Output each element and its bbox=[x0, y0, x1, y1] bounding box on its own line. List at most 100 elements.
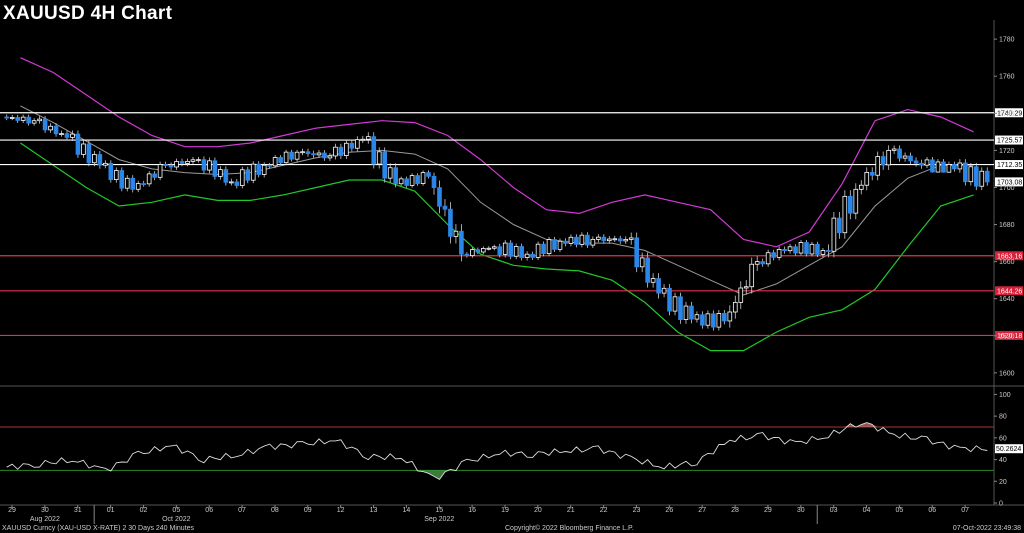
candle-body bbox=[809, 243, 815, 255]
candle-body bbox=[508, 242, 514, 257]
candle-body bbox=[289, 151, 294, 160]
date-tick-label: 04 bbox=[863, 507, 871, 514]
rsi-tick-label: 100 bbox=[999, 392, 1011, 399]
candle-body bbox=[754, 261, 760, 265]
candle-body bbox=[760, 261, 765, 265]
candle-body bbox=[382, 151, 388, 179]
candle-body bbox=[267, 164, 272, 167]
candle-body bbox=[86, 143, 92, 164]
candle-body bbox=[223, 169, 229, 183]
date-tick-label: 01 bbox=[107, 507, 115, 514]
candle-body bbox=[300, 151, 305, 154]
price-tick-label: 1680 bbox=[999, 222, 1015, 229]
candle-body bbox=[973, 166, 979, 187]
candle-body bbox=[163, 164, 168, 166]
candle-body bbox=[409, 175, 415, 186]
candle-body bbox=[656, 278, 661, 294]
rsi-layer: 50.2624 bbox=[0, 422, 1023, 480]
candle-body bbox=[442, 205, 448, 210]
date-tick-label: 12 bbox=[337, 507, 345, 514]
candle-body bbox=[645, 257, 650, 283]
candle-body bbox=[168, 164, 174, 168]
candle-body bbox=[596, 236, 601, 240]
candle-body bbox=[404, 178, 409, 186]
candle-body bbox=[678, 296, 683, 320]
candle-body bbox=[338, 146, 344, 156]
date-tick-label: 29 bbox=[8, 507, 16, 514]
candle-body bbox=[689, 305, 694, 320]
date-tick-label: 06 bbox=[928, 507, 936, 514]
rsi-last-label: 50.2624 bbox=[996, 446, 1021, 453]
candle-body bbox=[722, 313, 727, 322]
candle-body bbox=[502, 242, 508, 255]
candle-body bbox=[984, 170, 990, 183]
price-tick-label: 1640 bbox=[999, 296, 1015, 303]
grid-layer bbox=[0, 20, 1024, 506]
price-tick-label: 1660 bbox=[999, 259, 1015, 266]
candle-body bbox=[667, 287, 672, 312]
candle-body bbox=[201, 159, 207, 171]
candle-body bbox=[612, 238, 618, 241]
level-label-box bbox=[995, 330, 1023, 340]
candle-body bbox=[639, 257, 645, 268]
candle-body bbox=[968, 166, 974, 183]
price-tick-label: 1600 bbox=[999, 370, 1015, 377]
month-label: Sep 2022 bbox=[424, 516, 454, 523]
candle-body bbox=[787, 246, 793, 252]
candle-body bbox=[732, 301, 738, 313]
candle-body bbox=[360, 138, 366, 141]
candle-body bbox=[119, 170, 125, 189]
candle-body bbox=[804, 242, 809, 255]
date-tick-label: 06 bbox=[205, 507, 213, 514]
price-tick-label: 1780 bbox=[999, 37, 1015, 44]
candle-body bbox=[448, 208, 453, 237]
date-tick-label: 21 bbox=[567, 507, 575, 514]
candle-body bbox=[705, 313, 711, 326]
candle-body bbox=[212, 160, 218, 177]
candle-body bbox=[541, 243, 546, 255]
candle-body bbox=[376, 151, 382, 165]
candle-body bbox=[190, 159, 196, 162]
rsi-tick-label: 20 bbox=[999, 479, 1007, 486]
candle-body bbox=[924, 159, 930, 166]
date-tick-label: 09 bbox=[304, 507, 312, 514]
candle-body bbox=[470, 249, 475, 257]
candle-body bbox=[311, 153, 316, 156]
bollinger-upper-band bbox=[20, 57, 974, 248]
candle-body bbox=[113, 170, 119, 180]
candle-body bbox=[902, 155, 908, 159]
candle-body bbox=[546, 239, 552, 255]
rsi-last-box bbox=[995, 444, 1023, 454]
candle-body bbox=[820, 250, 826, 255]
rsi-tick-label: 80 bbox=[999, 414, 1007, 421]
candle-body bbox=[283, 151, 289, 164]
candle-body bbox=[239, 169, 245, 186]
last-price-box bbox=[995, 177, 1023, 187]
candle-body bbox=[557, 240, 563, 250]
candle-body bbox=[585, 234, 590, 246]
candle-body bbox=[941, 161, 946, 173]
level-label: 1712.35 bbox=[997, 162, 1022, 169]
candle-body bbox=[103, 162, 108, 166]
candle-body bbox=[53, 125, 59, 135]
date-tick-label: 31 bbox=[74, 507, 82, 514]
candle-body bbox=[185, 160, 190, 164]
price-tick-label: 1720 bbox=[999, 148, 1015, 155]
candle-body bbox=[31, 120, 37, 124]
level-label: 1620.18 bbox=[997, 333, 1022, 340]
candle-body bbox=[776, 249, 782, 258]
level-label-box bbox=[995, 108, 1023, 118]
candle-body bbox=[333, 146, 338, 157]
candle-body bbox=[864, 172, 870, 186]
candle-body bbox=[431, 175, 437, 189]
candle-body bbox=[234, 181, 240, 186]
candle-body bbox=[765, 252, 771, 265]
candle-body bbox=[793, 246, 798, 254]
candle-body bbox=[524, 253, 530, 258]
candle-body bbox=[480, 248, 486, 253]
date-tick-label: 29 bbox=[764, 507, 772, 514]
candle-body bbox=[393, 167, 398, 185]
candle-body bbox=[26, 116, 31, 124]
candle-body bbox=[601, 236, 607, 242]
